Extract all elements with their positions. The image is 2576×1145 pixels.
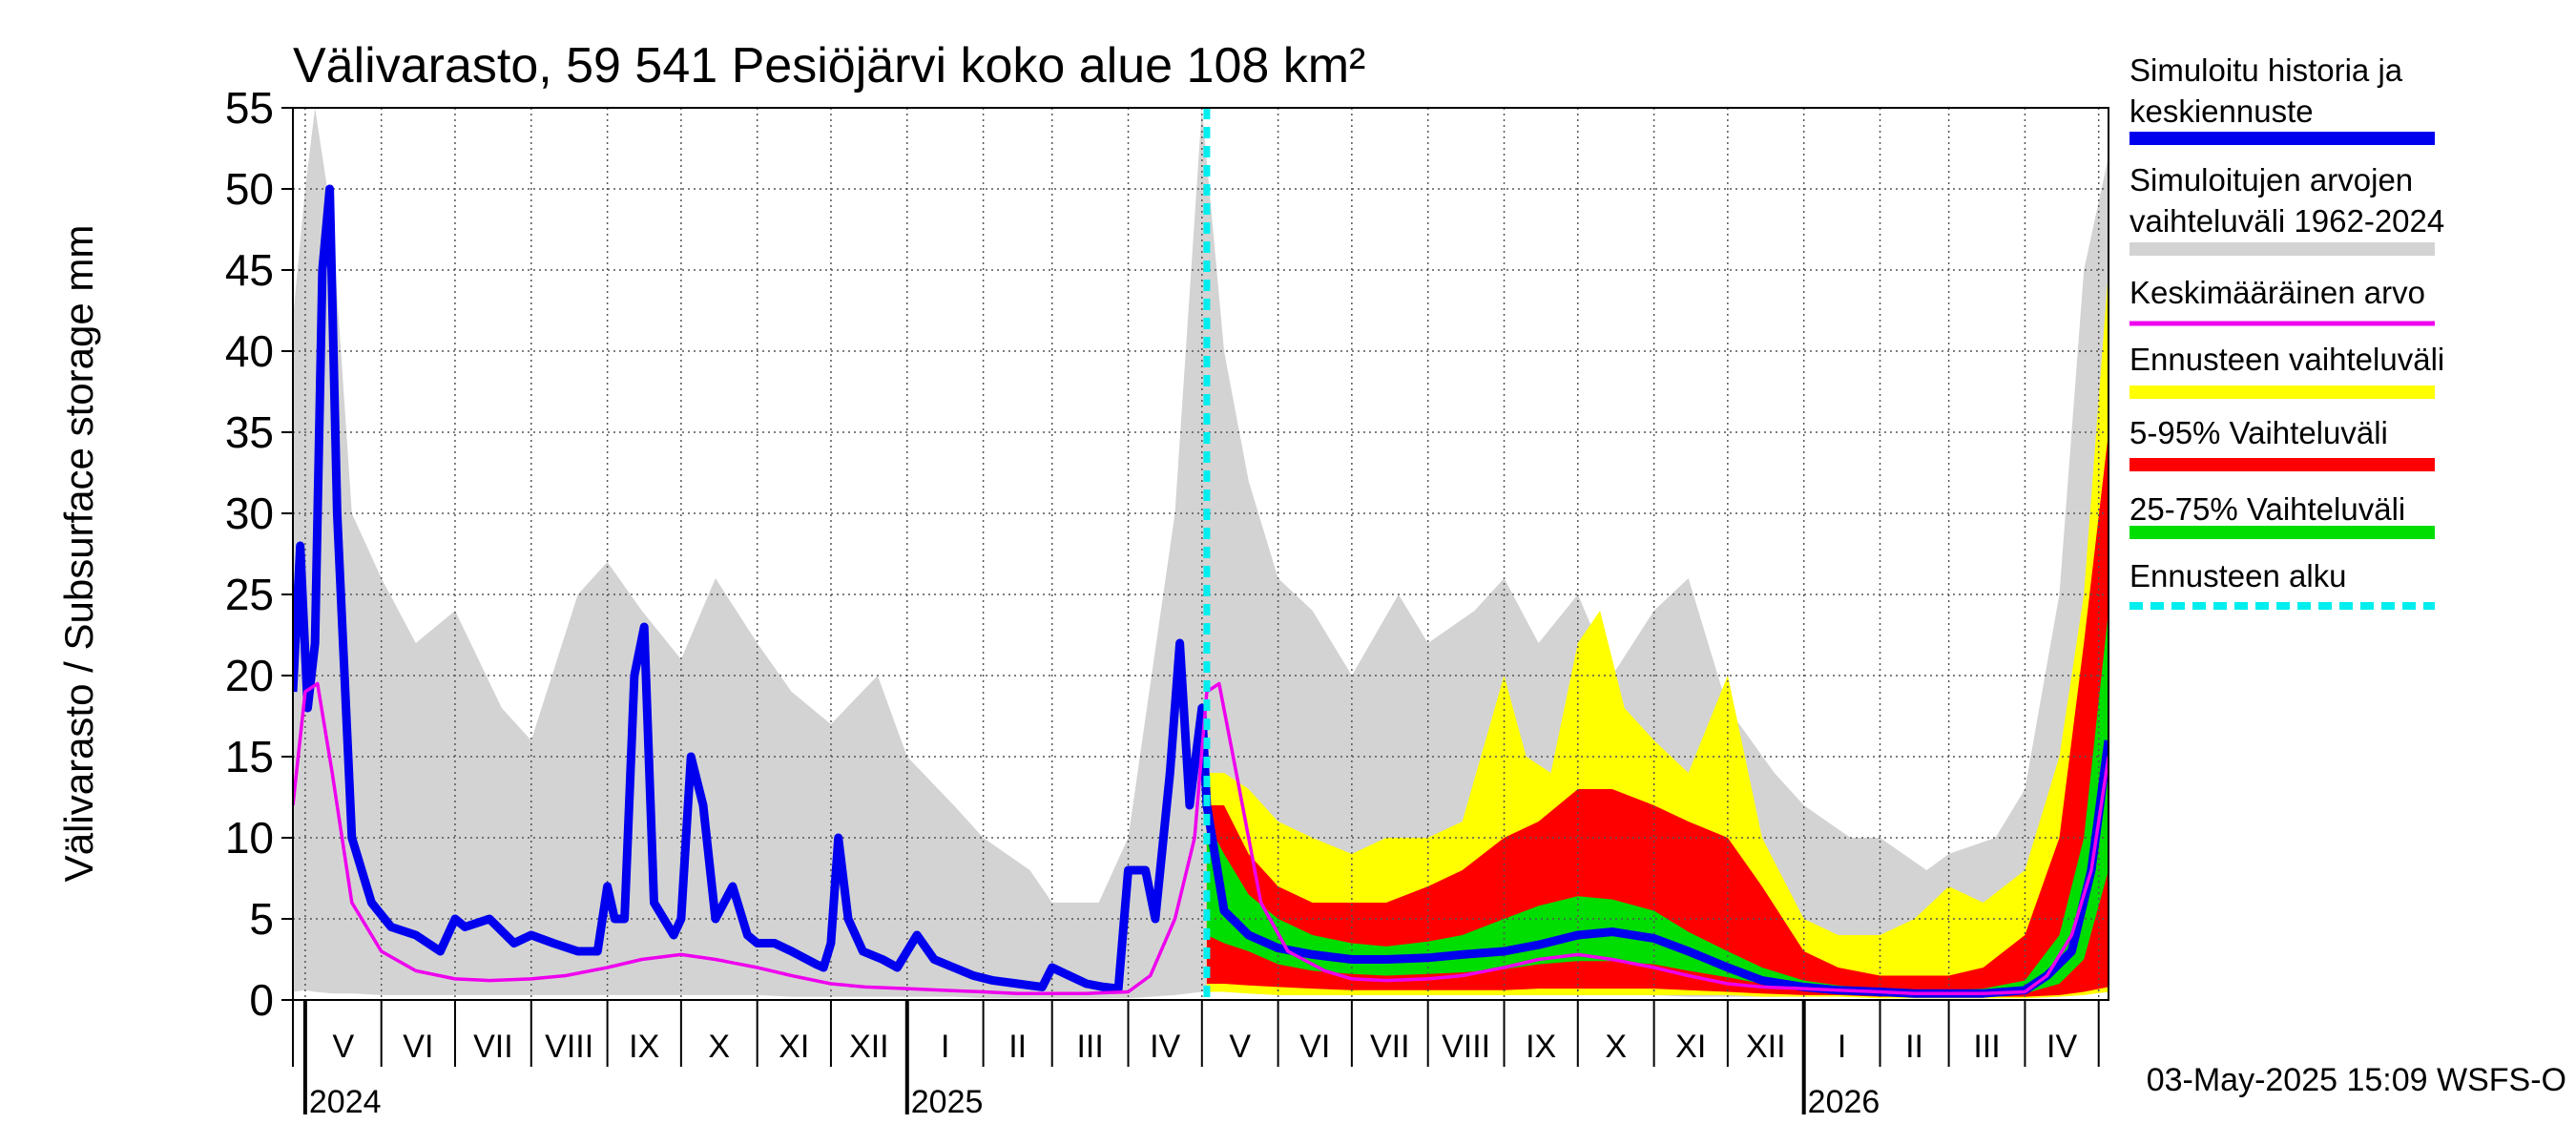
x-year-label: 2025 [911,1084,984,1120]
legend-label: Ennusteen alku [2129,558,2347,593]
y-tick-label: 50 [225,164,274,214]
legend-item-6: 25-75% Vaihteluväli [2129,491,2435,539]
y-tick-label: 10 [225,813,274,863]
legend-item-5: 5-95% Vaihteluväli [2129,415,2435,471]
legend-label: keskiennuste [2129,94,2314,129]
x-month-label: XII [849,1029,889,1065]
y-axis-label: Välivarasto / Subsurface storage mm [56,225,101,883]
x-month-label: XII [1746,1029,1786,1065]
plot-frame [292,107,2109,1001]
line-simuloitu-historia-ja-keskiennuste [293,184,2109,998]
x-month-label: I [1838,1029,1846,1065]
x-month-label: II [1905,1029,1923,1065]
x-month-label: XI [779,1029,809,1065]
x-month-label: VIII [545,1029,593,1065]
y-tick-label: 25 [225,570,274,619]
y-tick-label: 30 [225,489,274,538]
x-month-label: VI [403,1029,433,1065]
y-tick-label: 0 [249,975,274,1025]
x-month-label: X [708,1029,730,1065]
legend-label: Simuloitujen arvojen [2129,162,2413,198]
legend-label: 5-95% Vaihteluväli [2129,415,2388,450]
legend-label: 25-75% Vaihteluväli [2129,491,2405,527]
x-month-label: I [941,1029,949,1065]
x-year-label: 2026 [1808,1084,1880,1120]
legend-label: Ennusteen vaihteluväli [2129,342,2444,377]
x-month-label: V [1229,1029,1251,1065]
x-month-label: VII [473,1029,513,1065]
x-month-label: IV [2046,1029,2077,1065]
y-tick-label: 35 [225,407,274,457]
x-month-label: IV [1150,1029,1180,1065]
x-month-label: VI [1299,1029,1330,1065]
y-tick-label: 15 [225,732,274,781]
x-month-label: XI [1675,1029,1706,1065]
legend-label: vaihteluväli 1962-2024 [2129,203,2444,239]
footer-timestamp: 03-May-2025 15:09 WSFS-O [2147,1062,2566,1098]
legend-item-1: Simuloitu historia ja keskiennuste [2129,52,2435,145]
legend-item-2: Simuloitujen arvojen vaihteluväli 1962-20… [2129,162,2444,256]
x-month-label: V [332,1029,354,1065]
x-month-label: III [1076,1029,1103,1065]
y-tick-label: 55 [225,83,274,133]
x-month-label: VIII [1442,1029,1490,1065]
line-keskim-r-inen-arvo [293,681,2109,995]
legend-item-7: Ennusteen alku [2129,558,2435,610]
y-tick-label: 5 [249,894,274,944]
x-year-label: 2024 [309,1084,382,1120]
legend-label: Keskimääräinen arvo [2129,275,2425,310]
legend-item-3: Keskimääräinen arvo [2129,275,2435,326]
legend-item-4: Ennusteen vaihteluväli [2129,342,2444,399]
x-month-label: X [1605,1029,1627,1065]
y-tick-label: 20 [225,651,274,700]
chart-title: Välivarasto, 59 541 Pesiöjärvi koko alue… [293,38,1365,94]
x-month-label: VII [1370,1029,1410,1065]
legend-label: Simuloitu historia ja [2129,52,2403,88]
x-month-label: IX [629,1029,659,1065]
x-month-label: IX [1526,1029,1556,1065]
x-month-label: III [1973,1029,2000,1065]
y-tick-label: 40 [225,326,274,376]
y-tick-label: 45 [225,245,274,295]
x-month-label: II [1008,1029,1027,1065]
